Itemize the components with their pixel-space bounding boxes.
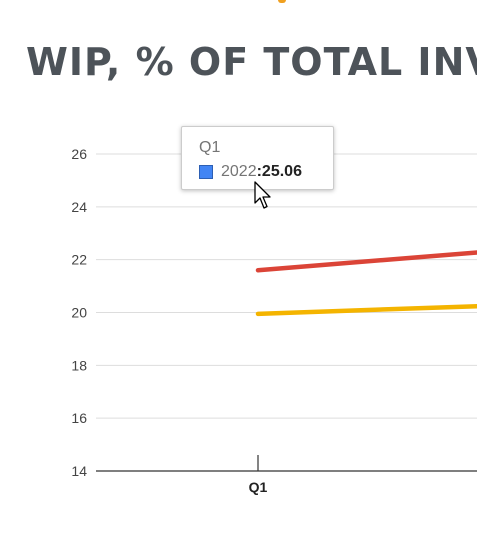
tooltip-row: 2022 : 25.06 <box>199 163 302 181</box>
y-tick-label: 26 <box>71 146 87 162</box>
y-tick-label: 14 <box>71 463 87 479</box>
y-tick-label: 20 <box>71 305 87 321</box>
x-axis-ticks: Q1 <box>249 455 268 495</box>
tooltip-category: Q1 <box>199 139 221 156</box>
series-line <box>255 303 477 317</box>
chart-title: WIP, % OF TOTAL INV <box>26 40 477 84</box>
y-tick-label: 16 <box>71 410 87 426</box>
x-tick-label: Q1 <box>249 479 268 495</box>
y-axis-ticks: 14 16 18 20 22 24 26 <box>71 146 87 479</box>
data-tooltip: Q1 2022 : 25.06 <box>181 126 334 190</box>
series-line <box>255 250 477 273</box>
header-accent-mark <box>278 0 286 3</box>
y-tick-label: 18 <box>71 357 87 373</box>
y-tick-label: 24 <box>71 199 87 215</box>
y-tick-label: 22 <box>71 252 87 268</box>
tooltip-series-name: 2022 <box>221 163 257 180</box>
tooltip-separator: : <box>256 163 262 180</box>
gridlines <box>96 153 477 419</box>
tooltip-series-swatch <box>199 165 213 179</box>
series-lines <box>255 250 477 317</box>
tooltip-value: 25.06 <box>261 163 302 180</box>
mouse-pointer-icon <box>254 181 271 209</box>
